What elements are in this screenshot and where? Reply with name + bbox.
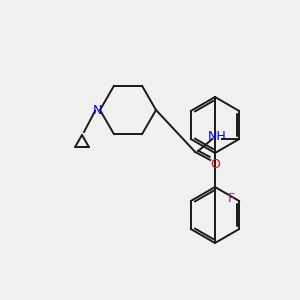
Text: N: N bbox=[92, 103, 102, 116]
Text: NH: NH bbox=[208, 130, 226, 143]
Text: O: O bbox=[210, 158, 220, 170]
Text: F: F bbox=[228, 193, 235, 206]
